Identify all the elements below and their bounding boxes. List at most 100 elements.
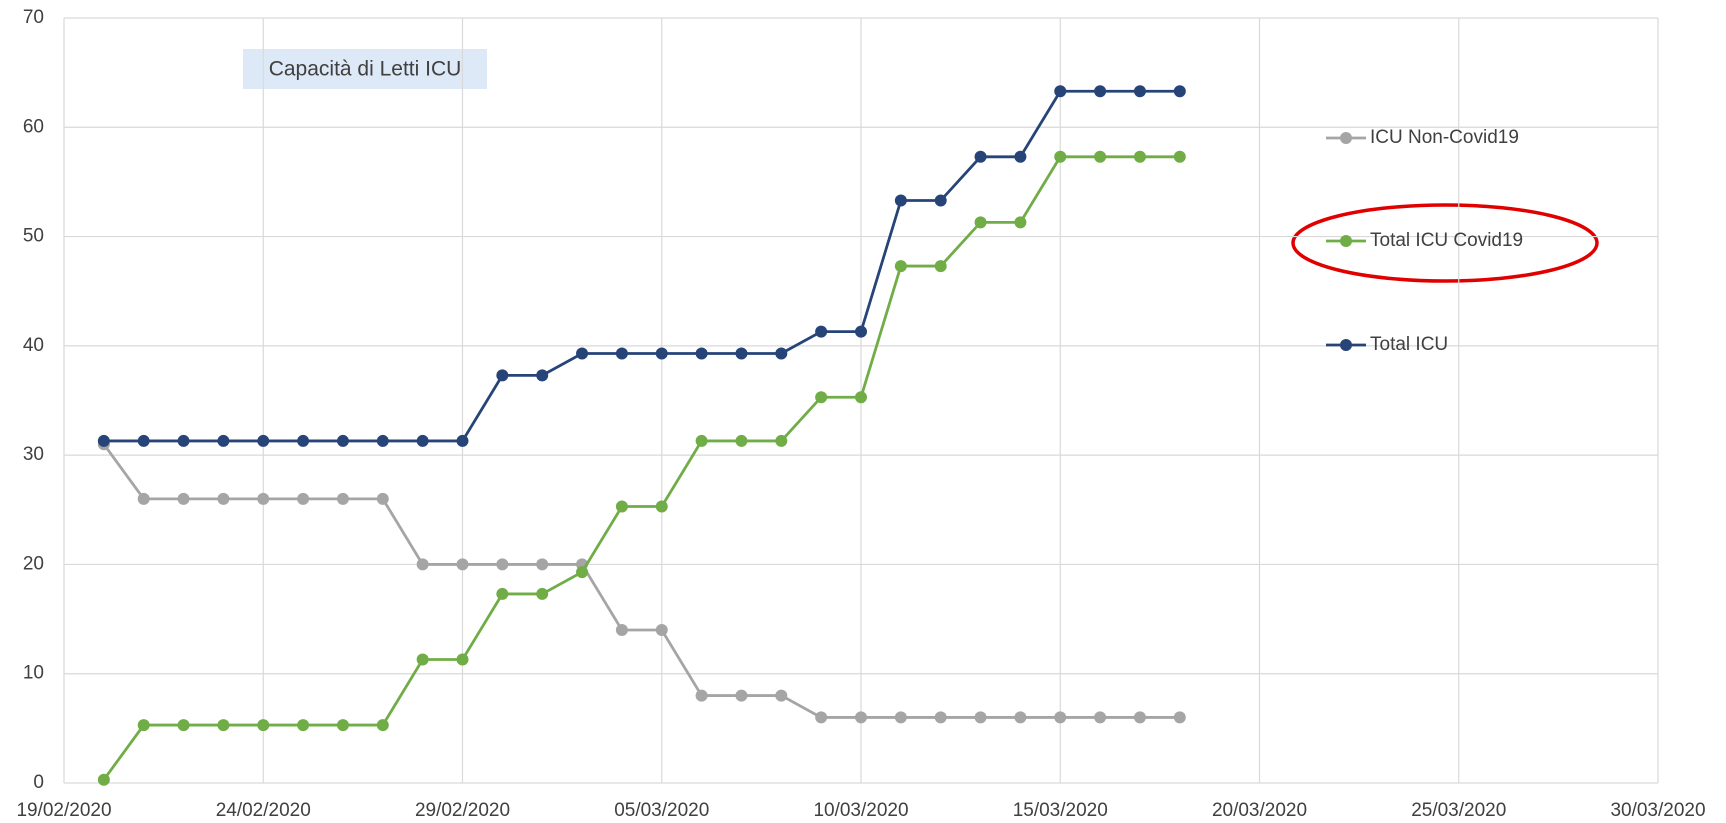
data-point bbox=[735, 689, 748, 702]
data-point bbox=[416, 434, 429, 447]
data-point bbox=[615, 624, 628, 636]
data-point bbox=[815, 391, 828, 404]
data-point bbox=[1094, 85, 1107, 98]
legend-marker bbox=[1340, 339, 1352, 351]
data-point bbox=[416, 653, 429, 666]
data-point bbox=[177, 492, 190, 505]
data-point bbox=[934, 194, 947, 207]
data-point bbox=[1094, 150, 1107, 163]
x-tick-label: 30/03/2020 bbox=[1610, 800, 1705, 821]
title-box bbox=[243, 49, 487, 89]
data-point bbox=[297, 719, 310, 732]
x-tick-label: 10/03/2020 bbox=[813, 800, 908, 821]
data-point bbox=[257, 434, 270, 447]
series-line bbox=[102, 443, 1180, 719]
data-point bbox=[336, 434, 349, 447]
data-point bbox=[894, 260, 907, 273]
data-point bbox=[297, 492, 310, 505]
legend-label: Total ICU bbox=[1370, 334, 1448, 355]
data-point bbox=[655, 624, 668, 636]
legend-marker bbox=[1340, 235, 1352, 247]
data-point bbox=[855, 391, 867, 404]
data-point bbox=[974, 711, 987, 724]
x-tick-label: 05/03/2020 bbox=[614, 800, 709, 821]
data-point bbox=[695, 689, 708, 702]
data-point bbox=[536, 587, 549, 600]
data-point bbox=[655, 347, 668, 360]
y-tick-label: 30 bbox=[23, 444, 44, 465]
data-point bbox=[496, 558, 509, 571]
data-point bbox=[456, 434, 469, 447]
legend-label: Total ICU Covid19 bbox=[1370, 230, 1523, 251]
y-tick-label: 20 bbox=[23, 553, 44, 574]
data-point bbox=[615, 347, 628, 360]
data-point bbox=[815, 325, 828, 338]
data-point bbox=[257, 719, 270, 732]
data-point bbox=[1054, 711, 1067, 724]
data-point bbox=[536, 369, 549, 382]
data-point bbox=[137, 719, 150, 732]
data-point bbox=[934, 711, 947, 724]
x-tick-label: 29/02/2020 bbox=[415, 800, 510, 821]
data-point bbox=[894, 194, 907, 207]
highlight-ellipse bbox=[1291, 203, 1599, 283]
data-point bbox=[376, 434, 389, 447]
data-point bbox=[217, 719, 230, 732]
data-point bbox=[576, 347, 589, 360]
data-point bbox=[1133, 150, 1146, 163]
data-point bbox=[257, 492, 270, 505]
chart-title: Capacità di Letti ICU bbox=[269, 58, 462, 81]
data-point bbox=[855, 711, 867, 724]
x-tick-label: 25/03/2020 bbox=[1411, 800, 1506, 821]
data-point bbox=[576, 566, 589, 579]
data-point bbox=[815, 711, 828, 724]
y-tick-label: 0 bbox=[33, 772, 44, 793]
data-point bbox=[855, 325, 867, 338]
data-point bbox=[137, 434, 150, 447]
data-point bbox=[1133, 711, 1146, 724]
data-point bbox=[974, 216, 987, 229]
data-point bbox=[894, 711, 907, 724]
y-tick-label: 50 bbox=[23, 226, 44, 247]
x-tick-label: 15/03/2020 bbox=[1013, 800, 1108, 821]
data-point bbox=[336, 492, 349, 505]
data-point bbox=[1173, 711, 1186, 724]
data-point bbox=[496, 369, 509, 382]
data-point bbox=[97, 434, 110, 447]
data-point bbox=[655, 500, 668, 513]
y-tick-label: 10 bbox=[23, 663, 44, 684]
data-point bbox=[217, 492, 230, 505]
x-tick-label: 24/02/2020 bbox=[216, 800, 311, 821]
data-point bbox=[775, 434, 788, 447]
data-point bbox=[177, 719, 190, 732]
data-point bbox=[775, 347, 788, 360]
data-point bbox=[1173, 85, 1186, 98]
x-tick-label: 20/03/2020 bbox=[1212, 800, 1307, 821]
x-tick-label: 19/02/2020 bbox=[16, 800, 111, 821]
data-point bbox=[1094, 711, 1107, 724]
data-point bbox=[1014, 711, 1027, 724]
legend-marker bbox=[1340, 132, 1352, 144]
series-line bbox=[103, 89, 1180, 443]
data-point bbox=[695, 347, 708, 360]
data-point bbox=[775, 689, 788, 702]
data-point bbox=[1014, 216, 1027, 229]
data-point bbox=[1054, 85, 1067, 98]
data-point bbox=[297, 434, 310, 447]
data-point bbox=[177, 434, 190, 447]
data-point bbox=[735, 434, 748, 447]
data-point bbox=[137, 492, 150, 505]
data-point bbox=[416, 558, 429, 571]
data-point bbox=[376, 492, 389, 505]
data-point bbox=[456, 653, 469, 666]
y-tick-label: 40 bbox=[23, 335, 44, 356]
data-point bbox=[1054, 150, 1067, 163]
data-point bbox=[217, 434, 230, 447]
data-point bbox=[456, 558, 469, 571]
data-point bbox=[735, 347, 748, 360]
data-point bbox=[974, 150, 987, 163]
legend-label: ICU Non-Covid19 bbox=[1370, 127, 1519, 148]
series-line bbox=[102, 155, 1180, 781]
y-tick-label: 60 bbox=[23, 116, 44, 137]
